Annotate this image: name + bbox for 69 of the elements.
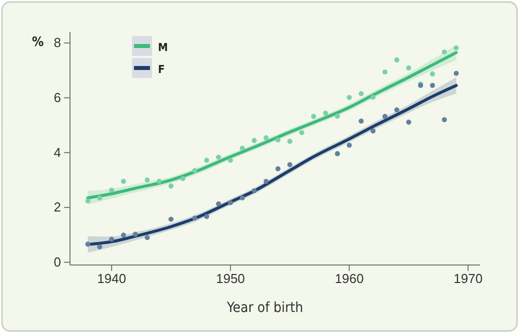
point	[299, 130, 304, 136]
point	[85, 242, 90, 247]
point	[168, 216, 174, 222]
point	[240, 195, 245, 200]
point	[442, 49, 447, 55]
point	[430, 71, 435, 76]
point	[240, 146, 245, 151]
point	[85, 198, 90, 204]
point	[168, 184, 174, 189]
point	[264, 135, 269, 140]
point	[109, 188, 114, 193]
point	[216, 201, 222, 206]
point	[192, 216, 198, 221]
point	[264, 178, 269, 184]
point	[287, 162, 292, 168]
point	[370, 94, 376, 100]
point	[120, 178, 126, 184]
point	[275, 166, 280, 172]
point	[180, 176, 186, 182]
point	[228, 200, 233, 206]
point	[442, 117, 447, 122]
point	[358, 118, 364, 124]
point	[382, 114, 388, 119]
point	[109, 236, 114, 242]
point	[204, 158, 210, 163]
point	[454, 45, 459, 50]
x-axis-title: Year of birth	[226, 300, 304, 316]
point	[334, 151, 340, 156]
y-axis-title: %	[32, 35, 44, 50]
point	[204, 214, 210, 219]
point	[394, 57, 400, 62]
point	[144, 235, 150, 240]
point	[275, 137, 280, 143]
point	[252, 138, 257, 144]
y-tick-label: 6	[54, 90, 61, 105]
point	[252, 188, 257, 194]
y-tick-label: 8	[54, 35, 61, 50]
y-tick-label: 4	[54, 144, 61, 160]
point	[322, 110, 328, 116]
point	[120, 232, 126, 238]
point	[216, 154, 222, 160]
point	[370, 128, 376, 134]
y-tick-label: 0	[54, 254, 61, 270]
point	[406, 65, 412, 70]
point	[406, 120, 412, 125]
point	[97, 244, 102, 250]
point	[358, 91, 364, 96]
point	[430, 82, 435, 88]
point	[454, 70, 459, 76]
point	[97, 195, 102, 200]
point	[132, 232, 138, 237]
y-tick-label: 2	[54, 200, 61, 215]
point	[311, 114, 316, 119]
point	[156, 178, 162, 184]
point	[346, 94, 352, 100]
point	[287, 138, 292, 144]
legend-label: F	[158, 63, 165, 76]
x-tick-label: 1970	[454, 271, 483, 286]
x-tick-label: 1940	[97, 271, 126, 286]
point	[192, 168, 198, 174]
x-tick-label: 1950	[216, 271, 245, 286]
x-tick-label: 1960	[334, 271, 364, 286]
point	[346, 142, 352, 148]
point	[228, 158, 233, 163]
point	[144, 178, 150, 183]
point	[382, 70, 388, 75]
point	[394, 107, 400, 112]
point	[334, 114, 340, 119]
legend-label: M	[158, 41, 168, 54]
